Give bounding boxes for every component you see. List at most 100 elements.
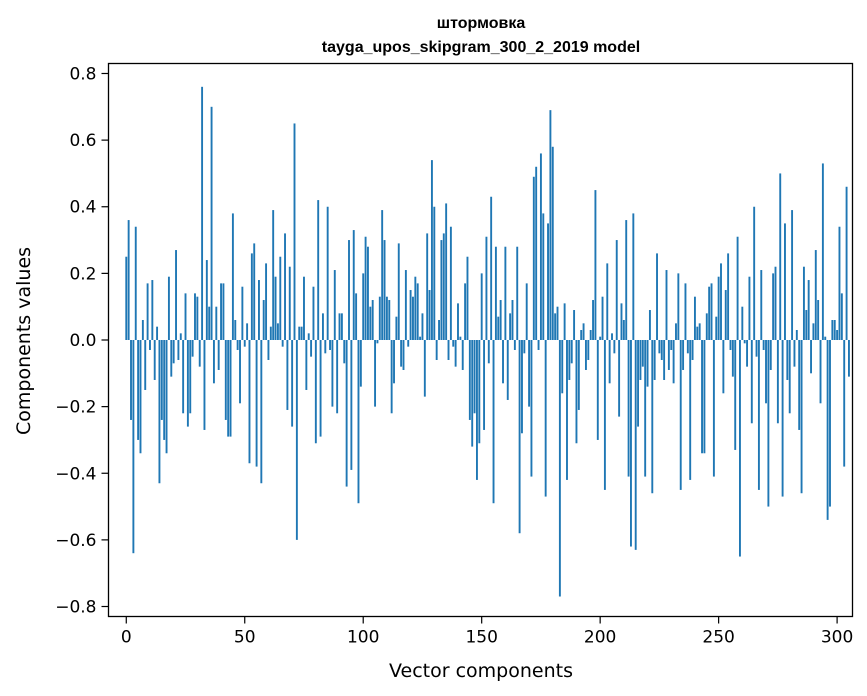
bar: [194, 293, 196, 340]
bar: [812, 323, 815, 340]
bar: [691, 340, 694, 360]
bar: [416, 283, 419, 340]
bar: [542, 213, 545, 340]
bar: [544, 340, 547, 497]
bar: [715, 316, 718, 340]
bar: [748, 276, 751, 340]
bar: [179, 333, 182, 340]
bar: [329, 340, 331, 350]
bar: [144, 340, 147, 390]
bar: [708, 286, 711, 340]
bar: [336, 340, 339, 414]
x-tick-label: 250: [702, 628, 734, 648]
bar: [303, 276, 305, 340]
bar: [497, 316, 500, 340]
bar: [774, 266, 777, 340]
bar: [656, 253, 658, 340]
bar: [611, 333, 613, 340]
chart-title: штормовка: [437, 15, 526, 32]
bar: [284, 233, 286, 340]
bar: [125, 256, 128, 340]
bar: [345, 340, 348, 487]
bar: [466, 256, 469, 340]
bar: [494, 246, 497, 340]
bar: [362, 273, 365, 340]
bar: [760, 270, 763, 340]
bar: [381, 210, 384, 340]
bar: [215, 306, 218, 340]
x-axis-ticks: 0 50 100 150 200 250 300: [121, 616, 853, 648]
bar: [165, 340, 168, 454]
bar: [220, 283, 222, 340]
bar: [212, 340, 215, 384]
bar: [821, 163, 824, 340]
bar: [769, 340, 772, 370]
bar: [490, 196, 493, 340]
y-tick-label: −0.4: [55, 464, 96, 484]
bar: [779, 173, 782, 340]
x-tick-label: 300: [821, 628, 853, 648]
bar: [250, 253, 253, 340]
bar: [314, 340, 317, 444]
y-tick-label: −0.6: [55, 531, 96, 551]
bar: [274, 276, 277, 340]
bar: [217, 340, 220, 370]
bar: [667, 340, 670, 370]
bar: [686, 340, 689, 354]
bar: [224, 340, 227, 420]
bar: [523, 340, 526, 354]
bar: [407, 340, 410, 347]
bar: [149, 340, 151, 350]
bar: [665, 270, 668, 340]
bar: [374, 340, 377, 407]
y-tick-label: −0.8: [55, 598, 96, 618]
bar: [305, 340, 308, 390]
bar: [267, 340, 270, 360]
bar: [577, 340, 580, 410]
bar: [596, 340, 599, 440]
bar: [826, 340, 829, 520]
bar: [440, 240, 443, 340]
bar: [589, 330, 592, 340]
bar: [492, 340, 495, 504]
bar: [627, 340, 630, 477]
bar: [592, 300, 594, 340]
bar: [426, 233, 429, 340]
bar: [265, 263, 268, 340]
bar: [189, 340, 192, 414]
bar: [516, 246, 519, 340]
bar: [634, 340, 637, 550]
bar: [537, 340, 540, 350]
bar: [132, 340, 135, 554]
bar: [262, 300, 265, 340]
bar: [485, 236, 488, 340]
bar: [317, 200, 320, 340]
bar: [689, 340, 692, 480]
bar: [675, 323, 677, 340]
bar: [532, 176, 535, 340]
bar: [376, 340, 379, 344]
bar: [646, 340, 649, 387]
bar: [554, 313, 557, 340]
bar: [442, 233, 445, 340]
bar: [447, 340, 450, 360]
bar: [831, 320, 834, 340]
y-tick-label: 0.6: [69, 131, 96, 151]
bar: [710, 283, 713, 340]
bar: [255, 340, 258, 467]
bar: [511, 300, 514, 340]
bar: [556, 306, 559, 340]
bar: [471, 340, 474, 447]
bar: [324, 340, 327, 354]
bar: [364, 236, 367, 340]
bar: [438, 320, 440, 340]
bar: [333, 270, 336, 340]
bar: [338, 313, 341, 340]
bar: [430, 160, 433, 340]
bar: [698, 323, 701, 340]
bar: [175, 250, 177, 340]
bar: [160, 340, 163, 420]
y-tick-label: 0.8: [69, 64, 96, 84]
bar: [639, 340, 642, 380]
bar: [800, 340, 803, 494]
